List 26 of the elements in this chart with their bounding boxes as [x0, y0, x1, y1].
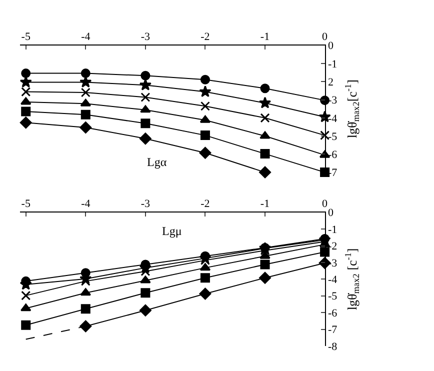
- x-tick-label: -3: [140, 30, 151, 43]
- x-tick-label: -5: [21, 198, 31, 210]
- y-tick-label: -1: [328, 224, 338, 236]
- y-tick-label: -1: [328, 58, 338, 70]
- y-tick-label: -5: [328, 290, 338, 303]
- x-tick-label: -4: [81, 30, 91, 43]
- x-axis-title: Lgα: [147, 155, 168, 169]
- x-axis-title: Lgμ: [162, 224, 182, 238]
- x-tick-label: -5: [21, 30, 31, 43]
- x-tick-label: -1: [260, 198, 270, 210]
- y-tick-label: -4: [328, 112, 338, 125]
- y-tick-label: 0: [328, 207, 334, 220]
- x-tick-label: -2: [200, 30, 210, 43]
- y-tick-label: -7: [328, 324, 338, 336]
- y-tick-label: -3: [328, 94, 338, 107]
- y-tick-label: -6: [328, 307, 338, 320]
- y-tick-label: 2: [328, 76, 334, 88]
- y-tick-label: -5: [328, 130, 338, 143]
- x-tick-label: -4: [81, 198, 91, 210]
- x-tick-label: -1: [260, 30, 270, 43]
- y-tick-label: -4: [328, 274, 338, 286]
- x-tick-label: -2: [200, 198, 210, 210]
- y-tick-label: -6: [328, 149, 338, 162]
- x-tick-label: -3: [140, 198, 151, 210]
- y-tick-label: -8: [328, 340, 338, 353]
- y-tick-label: 0: [328, 40, 334, 52]
